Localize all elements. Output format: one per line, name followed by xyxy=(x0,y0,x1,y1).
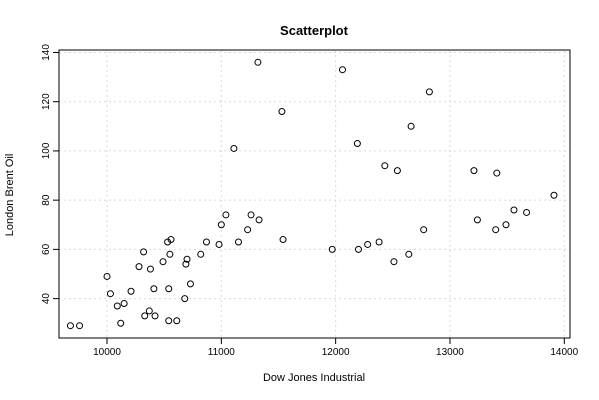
x-tick-label-3: 13000 xyxy=(436,347,464,358)
data-point-1 xyxy=(76,322,84,330)
data-point-14 xyxy=(151,312,159,320)
data-point-28 xyxy=(215,240,223,248)
y-tick-label-1: 60 xyxy=(41,243,52,255)
data-point-26 xyxy=(197,250,205,258)
data-point-59 xyxy=(550,191,558,199)
data-point-24 xyxy=(183,255,191,263)
data-point-6 xyxy=(120,300,128,308)
data-point-0 xyxy=(66,322,74,330)
data-point-8 xyxy=(135,263,143,271)
data-point-9 xyxy=(140,248,148,256)
y-tick-label-4: 120 xyxy=(41,93,52,110)
data-point-49 xyxy=(407,122,415,130)
data-point-34 xyxy=(247,211,255,219)
data-point-23 xyxy=(182,260,190,268)
x-tick-label-4: 14000 xyxy=(550,347,578,358)
data-point-18 xyxy=(165,317,173,325)
data-point-47 xyxy=(393,167,401,175)
data-point-38 xyxy=(279,236,287,244)
y-tick-label-5: 140 xyxy=(41,44,52,61)
data-point-57 xyxy=(510,206,518,214)
data-point-51 xyxy=(425,88,433,96)
data-point-15 xyxy=(159,258,167,266)
data-point-35 xyxy=(254,58,262,66)
data-point-33 xyxy=(244,226,252,234)
data-point-25 xyxy=(186,280,194,288)
data-point-2 xyxy=(103,272,111,280)
data-point-37 xyxy=(278,108,286,116)
data-point-30 xyxy=(222,211,230,219)
data-points xyxy=(66,58,558,330)
data-point-46 xyxy=(390,258,398,266)
x-axis-label: Dow Jones Industrial xyxy=(263,372,365,384)
data-point-39 xyxy=(328,245,336,253)
data-point-48 xyxy=(405,250,413,258)
data-point-20 xyxy=(167,236,175,244)
y-axis-label: London Brent Oil xyxy=(4,154,16,237)
data-point-54 xyxy=(492,226,500,234)
data-point-21 xyxy=(173,317,181,325)
data-point-42 xyxy=(355,245,363,253)
data-point-58 xyxy=(523,208,531,216)
data-point-36 xyxy=(255,216,263,224)
data-point-43 xyxy=(364,240,372,248)
y-tick-label-3: 100 xyxy=(41,142,52,159)
data-point-41 xyxy=(353,140,361,148)
data-point-52 xyxy=(470,167,478,175)
data-point-10 xyxy=(141,312,149,320)
data-point-5 xyxy=(117,319,125,327)
grid-lines xyxy=(59,50,570,338)
chart-title: Scatterplot xyxy=(280,23,349,38)
data-point-56 xyxy=(502,221,510,229)
data-point-22 xyxy=(181,295,189,303)
data-point-45 xyxy=(381,162,389,170)
data-point-32 xyxy=(234,238,242,246)
data-point-29 xyxy=(217,221,225,229)
data-point-17 xyxy=(165,285,173,293)
data-point-50 xyxy=(420,226,428,234)
data-point-7 xyxy=(127,287,135,295)
data-point-3 xyxy=(106,290,114,298)
data-point-55 xyxy=(493,169,501,177)
data-point-12 xyxy=(146,265,154,273)
data-point-4 xyxy=(113,302,121,310)
x-tick-label-1: 11000 xyxy=(208,347,236,358)
data-point-27 xyxy=(202,238,210,246)
data-point-13 xyxy=(150,285,158,293)
x-tick-label-2: 12000 xyxy=(322,347,350,358)
data-point-31 xyxy=(230,144,238,152)
data-point-11 xyxy=(145,307,153,315)
axes: 10000 11000 12000 13000 14000 40 60 80 100 120 140 xyxy=(41,44,579,358)
y-tick-label-0: 40 xyxy=(41,293,52,305)
data-point-19 xyxy=(166,250,174,258)
y-tick-label-2: 80 xyxy=(41,194,52,206)
data-point-44 xyxy=(375,238,383,246)
data-point-53 xyxy=(473,216,481,224)
data-point-40 xyxy=(339,66,347,74)
plot-frame xyxy=(58,49,571,339)
x-tick-label-0: 10000 xyxy=(93,347,121,358)
